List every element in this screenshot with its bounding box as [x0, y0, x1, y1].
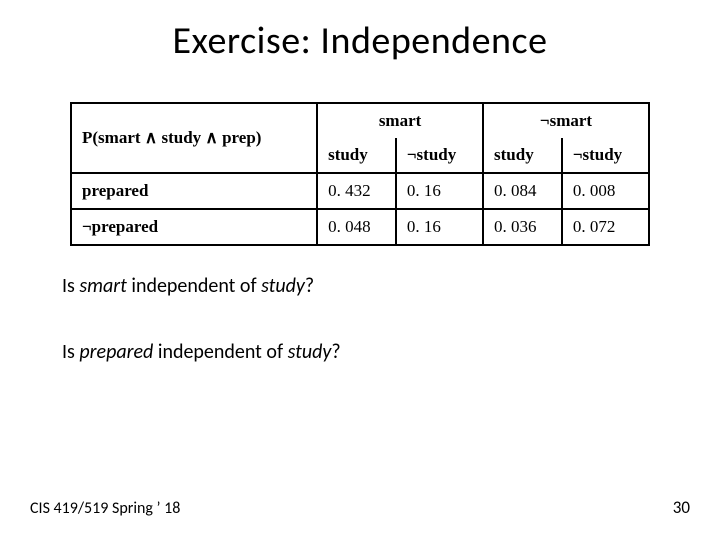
- question-1: Is smart independent of study?: [62, 274, 720, 298]
- cell: 0. 072: [562, 209, 649, 245]
- cell: 0. 048: [317, 209, 396, 245]
- col-group-not-smart: ¬smart: [483, 103, 649, 138]
- cell: 0. 036: [483, 209, 562, 245]
- slide-title: Exercise: Independence: [0, 0, 720, 64]
- q2-text-mid: independent of: [153, 340, 287, 364]
- cell: 0. 432: [317, 173, 396, 209]
- q2-text-prefix: Is: [62, 340, 79, 364]
- row-label-prepared: prepared: [71, 173, 317, 209]
- q2-em-prepared: prepared: [79, 340, 153, 364]
- col-study-2: study: [483, 138, 562, 173]
- table-row: ¬prepared 0. 048 0. 16 0. 036 0. 072: [71, 209, 649, 245]
- q1-text-prefix: Is: [62, 274, 79, 298]
- q1-text-mid: independent of: [127, 274, 261, 298]
- cell: 0. 16: [396, 209, 483, 245]
- q1-text-suffix: ?: [305, 274, 314, 298]
- q2-em-study: study: [288, 340, 332, 364]
- table-header-row-1: P(smart ∧ study ∧ prep) smart ¬smart: [71, 103, 649, 138]
- question-2: Is prepared independent of study?: [62, 340, 720, 364]
- q1-em-smart: smart: [79, 274, 126, 298]
- q2-text-suffix: ?: [331, 340, 340, 364]
- table-corner-label: P(smart ∧ study ∧ prep): [71, 103, 317, 173]
- footer-course: CIS 419/519 Spring ’ 18: [30, 499, 180, 518]
- cell: 0. 084: [483, 173, 562, 209]
- cell: 0. 008: [562, 173, 649, 209]
- table-row: prepared 0. 432 0. 16 0. 084 0. 008: [71, 173, 649, 209]
- col-study-1: study: [317, 138, 396, 173]
- col-group-smart: smart: [317, 103, 483, 138]
- probability-table: P(smart ∧ study ∧ prep) smart ¬smart stu…: [70, 102, 650, 246]
- cell: 0. 16: [396, 173, 483, 209]
- footer-page-number: 30: [673, 497, 690, 518]
- col-not-study-1: ¬study: [396, 138, 483, 173]
- col-not-study-2: ¬study: [562, 138, 649, 173]
- q1-em-study: study: [261, 274, 305, 298]
- row-label-not-prepared: ¬prepared: [71, 209, 317, 245]
- slide: Exercise: Independence P(smart ∧ study ∧…: [0, 0, 720, 540]
